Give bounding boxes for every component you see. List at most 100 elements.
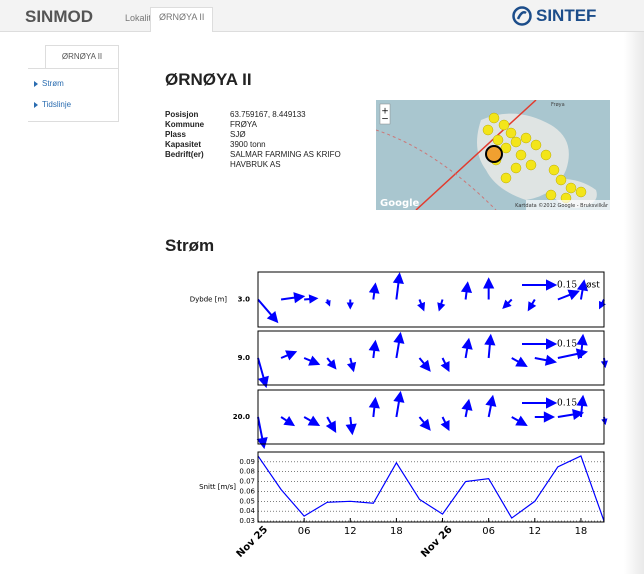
current-arrow — [258, 417, 266, 447]
current-arrow — [395, 274, 403, 299]
current-arrow — [463, 401, 471, 417]
logo[interactable]: SINTEF — [512, 6, 596, 26]
current-arrow — [304, 296, 316, 302]
breadcrumb-current: ØRNØYA II — [150, 7, 213, 32]
current-arrow — [463, 283, 471, 299]
page: Dybde [m]3.00.15øst9.00.1520.00.15Snitt … — [0, 0, 644, 574]
key-arrow — [522, 340, 555, 348]
current-arrow — [304, 357, 318, 364]
depth-label: 20.0 — [233, 413, 250, 421]
info-value: 3900 tonn — [230, 140, 360, 150]
current-arrow — [535, 413, 553, 421]
info-label: Plass — [165, 130, 230, 140]
current-arrow — [370, 399, 378, 417]
current-arrow — [281, 294, 303, 302]
current-arrow — [512, 358, 526, 366]
current-arrow — [327, 300, 330, 305]
map[interactable]: + − Frøya Google Kartdata ©2012 Google -… — [376, 100, 610, 210]
info-row: Bedrift(er)SALMAR FARMING AS KRIFO HAVBR… — [165, 150, 370, 170]
x-tick-label: 12 — [528, 526, 541, 537]
current-arrow — [487, 397, 495, 417]
y-tick-label: 0.09 — [239, 458, 255, 466]
y-tick-label: 0.08 — [239, 468, 255, 476]
current-arrow — [327, 358, 335, 368]
current-arrow — [529, 300, 535, 310]
info-label: Kommune — [165, 120, 230, 130]
info-value: SALMAR FARMING AS KRIFO HAVBRUK AS — [230, 150, 360, 170]
current-arrow — [419, 417, 429, 429]
x-tick-label: Nov 25 — [235, 524, 270, 559]
x-tick-label: 18 — [575, 526, 588, 537]
current-arrow — [281, 352, 295, 359]
key-value: 0.15 — [557, 281, 577, 291]
current-arrow — [442, 358, 448, 370]
current-arrow — [370, 342, 378, 358]
current-arrow — [442, 417, 448, 429]
current-arrow — [347, 417, 355, 433]
current-arrow — [558, 410, 582, 418]
current-arrow — [603, 358, 607, 366]
x-tick-label: Nov 26 — [419, 524, 454, 559]
key-label: øst — [586, 281, 600, 291]
current-arrow — [419, 358, 429, 370]
y-axis-label: Dybde [m] — [190, 296, 228, 304]
current-arrow — [395, 334, 403, 358]
y-tick-label: 0.07 — [239, 478, 255, 486]
key-arrow — [522, 281, 555, 289]
info-value: SJØ — [230, 130, 360, 140]
panel-frame — [258, 331, 604, 385]
sidebar-link[interactable]: Strøm — [32, 79, 64, 88]
shade — [624, 32, 644, 574]
info-label: Posisjon — [165, 110, 230, 120]
depth-label: 3.0 — [238, 296, 251, 304]
map-attribution[interactable]: Kartdata ©2012 Google - Bruksvilkår — [515, 202, 609, 209]
map-logo: Google — [380, 198, 420, 209]
y-tick-label: 0.04 — [239, 507, 255, 515]
x-tick-label: 18 — [390, 526, 403, 537]
current-arrow — [304, 417, 318, 425]
location-title: ØRNØYA II — [165, 70, 252, 90]
map-place: Frøya — [551, 102, 565, 108]
current-arrow — [535, 356, 555, 364]
info-label: Bedrift(er) — [165, 150, 230, 170]
current-arrow — [327, 417, 335, 431]
zoom-out[interactable]: − — [381, 115, 389, 125]
y-tick-label: 0.06 — [239, 487, 255, 495]
current-arrow — [486, 336, 494, 358]
current-arrow — [600, 300, 604, 308]
logo-text: SINTEF — [536, 6, 596, 26]
key-value: 0.15 — [557, 399, 577, 409]
x-tick-label: 12 — [344, 526, 357, 537]
sidebar-link[interactable]: Tidslinje — [32, 100, 71, 109]
section-title: Strøm — [165, 236, 214, 256]
y-tick-label: 0.03 — [239, 517, 255, 525]
key-arrow — [522, 399, 555, 407]
sidebar-list — [28, 68, 119, 122]
x-tick-label: 06 — [298, 526, 311, 537]
sidebar-title: ØRNØYA II — [45, 45, 119, 68]
brand[interactable]: SINMOD — [25, 7, 93, 27]
info-row: KommuneFRØYA — [165, 120, 370, 130]
current-arrow — [463, 340, 471, 358]
current-arrow — [371, 285, 378, 300]
depth-label: 9.0 — [238, 354, 251, 362]
y-tick-label: 0.05 — [239, 497, 255, 505]
info-value: FRØYA — [230, 120, 360, 130]
current-arrow — [348, 300, 352, 308]
map-graphic: + − Frøya Google Kartdata ©2012 Google -… — [376, 100, 610, 210]
current-arrow — [558, 291, 578, 300]
current-arrow — [258, 300, 277, 322]
current-arrow — [439, 300, 444, 310]
current-arrow — [349, 358, 355, 370]
current-arrow — [419, 300, 424, 310]
current-arrow — [258, 358, 268, 386]
key-value: 0.15 — [557, 340, 577, 350]
current-arrow — [281, 417, 293, 425]
panel-frame — [258, 452, 604, 522]
current-arrow — [504, 300, 512, 308]
logo-icon — [512, 6, 532, 26]
